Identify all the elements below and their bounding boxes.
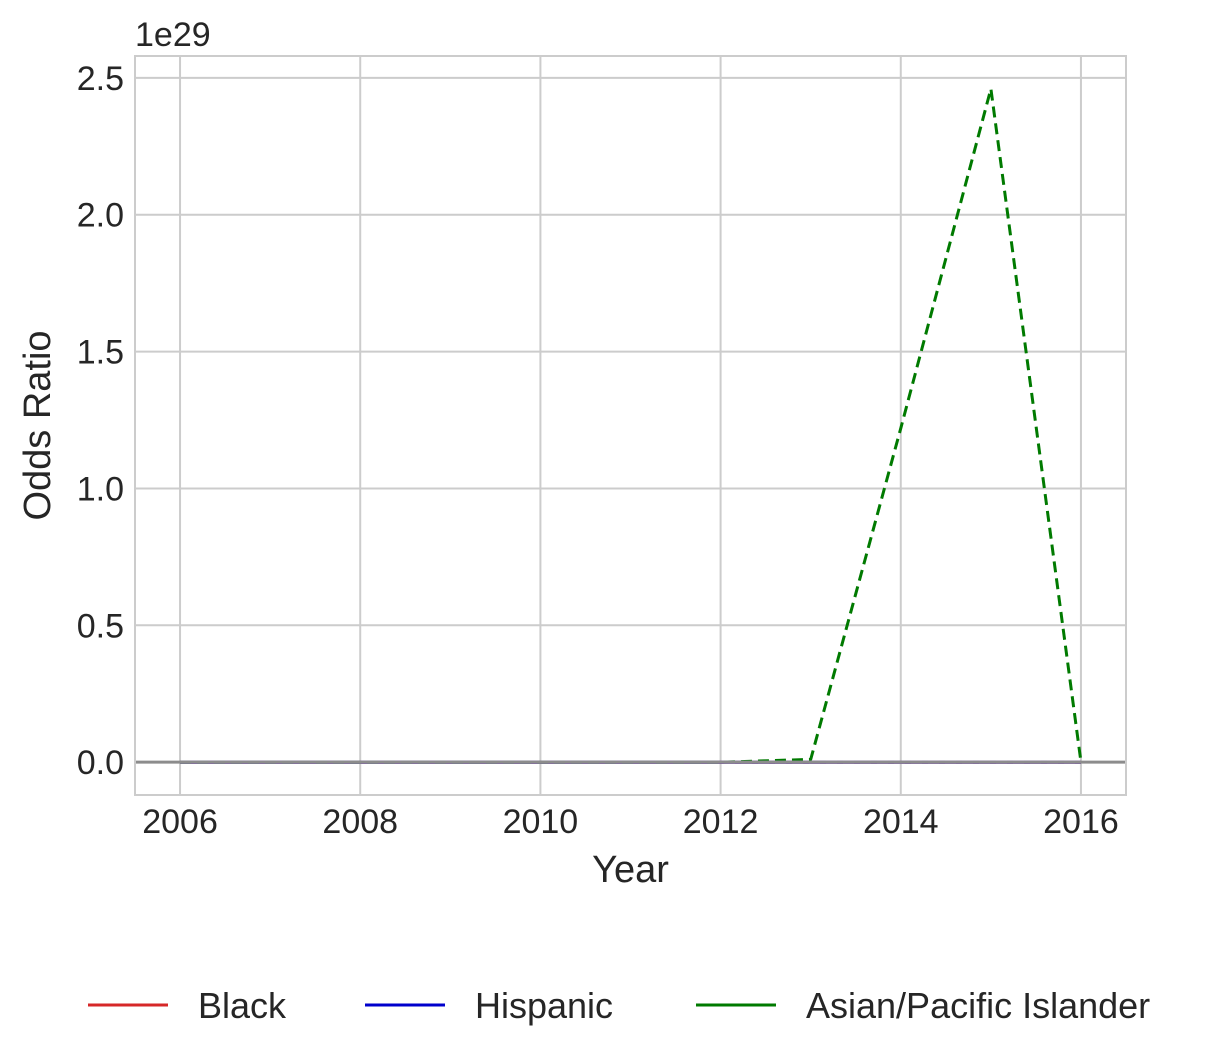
x-axis-label: Year	[592, 849, 669, 891]
legend-label-hispanic: Hispanic	[475, 985, 613, 1026]
series-lines	[135, 87, 1126, 764]
y-tick-labels: 0.0 0.5 1.0 1.5 2.0 2.5	[77, 60, 124, 782]
x-tick-label: 2016	[1043, 803, 1119, 841]
y-tick-label: 1.0	[77, 470, 124, 508]
y-tick-label: 2.5	[77, 60, 124, 98]
legend-label-asian-pacific-islander: Asian/Pacific Islander	[806, 985, 1150, 1026]
y-tick-label: 2.0	[77, 197, 124, 235]
x-tick-label: 2010	[503, 803, 579, 841]
x-tick-labels: 2006 2008 2010 2012 2014 2016	[142, 803, 1119, 841]
x-tick-label: 2006	[142, 803, 218, 841]
y-tick-label: 1.5	[77, 334, 124, 372]
y-axis-offset-text: 1e29	[135, 16, 211, 54]
y-tick-label: 0.5	[77, 607, 124, 645]
legend: Black Hispanic Asian/Pacific Islander	[88, 985, 1150, 1026]
grid	[135, 56, 1126, 795]
series-line-asian-pacific-islander	[180, 87, 1083, 764]
legend-label-black: Black	[198, 985, 287, 1026]
x-tick-label: 2008	[322, 803, 398, 841]
x-tick-label: 2012	[683, 803, 759, 841]
plot-area-frame	[134, 55, 1127, 796]
x-tick-label: 2014	[863, 803, 939, 841]
y-tick-label: 0.0	[77, 744, 124, 782]
y-axis-label: Odds Ratio	[17, 330, 59, 520]
